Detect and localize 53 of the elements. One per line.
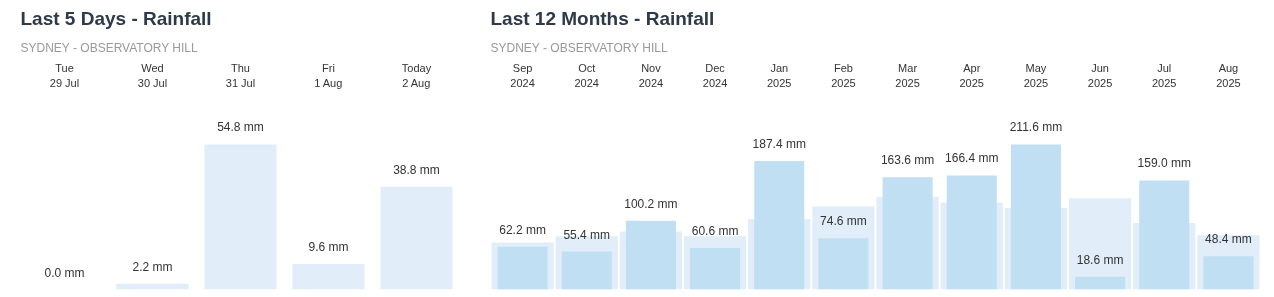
data-label: 163.6 mm bbox=[880, 153, 935, 168]
data-label: 38.8 mm bbox=[393, 162, 440, 177]
x-tick-label: Oct 2024 bbox=[574, 62, 599, 89]
x-tick-label: Wed 30 Jul bbox=[137, 62, 168, 89]
data-label: 211.6 mm bbox=[1009, 120, 1063, 135]
bar bbox=[754, 161, 805, 290]
data-label: 0.0 mm bbox=[44, 265, 85, 280]
bar bbox=[1010, 144, 1061, 290]
bar bbox=[690, 247, 741, 290]
bar bbox=[561, 251, 612, 290]
x-tick-label: Dec 2024 bbox=[702, 62, 728, 89]
bar bbox=[946, 175, 997, 290]
data-label: 2.2 mm bbox=[132, 259, 173, 274]
chart-subtitle: SYDNEY - OBSERVATORY HILL bbox=[20, 40, 199, 55]
bar bbox=[380, 186, 453, 290]
data-label: 166.4 mm bbox=[945, 151, 999, 166]
x-tick-label: Apr 2025 bbox=[959, 62, 984, 89]
x-tick-label: Jan 2025 bbox=[767, 62, 792, 89]
bar bbox=[625, 220, 676, 290]
x-tick-label: Feb 2025 bbox=[831, 62, 856, 89]
x-tick-label: Mar 2025 bbox=[895, 62, 920, 89]
data-label: 187.4 mm bbox=[752, 137, 806, 152]
data-label: 54.8 mm bbox=[217, 120, 264, 135]
x-tick-label: Thu 31 Jul bbox=[225, 62, 256, 89]
x-tick-label: Jun 2025 bbox=[1087, 62, 1113, 89]
bar bbox=[497, 246, 548, 290]
data-label: 55.4 mm bbox=[563, 227, 611, 242]
chart-title: Last 5 Days - Rainfall bbox=[20, 7, 212, 29]
data-label: 48.4 mm bbox=[1205, 232, 1252, 247]
bar bbox=[1139, 180, 1190, 290]
bar bbox=[818, 238, 869, 290]
bar bbox=[1203, 256, 1254, 290]
data-label: 100.2 mm bbox=[624, 196, 678, 211]
x-tick-label: Sep 2024 bbox=[510, 62, 535, 89]
bar bbox=[204, 144, 277, 290]
x-tick-label: Today 2 Aug bbox=[401, 62, 432, 89]
chart-title: Last 12 Months - Rainfall bbox=[490, 7, 715, 29]
x-tick-label: Fri 1 Aug bbox=[314, 62, 343, 89]
data-label: 60.6 mm bbox=[691, 223, 739, 238]
x-tick-label: Nov 2024 bbox=[638, 62, 664, 89]
bar bbox=[292, 264, 365, 290]
chart-subtitle: SYDNEY - OBSERVATORY HILL bbox=[490, 40, 669, 55]
data-label: 18.6 mm bbox=[1076, 252, 1124, 267]
x-tick-label: May 2025 bbox=[1023, 62, 1049, 89]
x-tick-label: Jul 2025 bbox=[1152, 62, 1177, 89]
x-tick-label: Aug 2025 bbox=[1216, 62, 1241, 89]
data-label: 9.6 mm bbox=[308, 240, 349, 255]
bar bbox=[1075, 276, 1126, 290]
bar bbox=[882, 177, 933, 290]
data-label: 62.2 mm bbox=[499, 222, 546, 237]
data-label: 74.6 mm bbox=[820, 214, 867, 229]
x-tick-label: Tue 29 Jul bbox=[49, 62, 80, 89]
data-label: 159.0 mm bbox=[1137, 156, 1191, 171]
